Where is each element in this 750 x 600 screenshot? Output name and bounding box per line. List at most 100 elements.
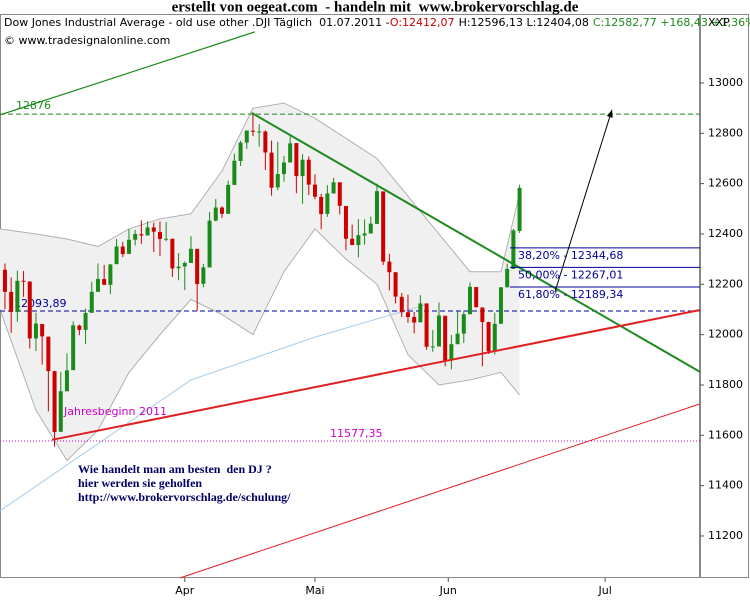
candle-body	[58, 391, 63, 432]
candle-body	[157, 231, 162, 239]
candle-body	[250, 130, 255, 132]
axis-code: XXP	[708, 16, 730, 29]
candle-body	[164, 238, 169, 240]
candle-body	[151, 227, 156, 232]
candle-body	[263, 131, 268, 153]
candle-body	[418, 303, 423, 323]
candle-body	[424, 303, 429, 347]
candle-body	[108, 264, 113, 285]
legend-name: Dow Jones Industrial Average - old use o…	[4, 16, 390, 29]
fib-label: 50,00% - 12267,01	[518, 268, 623, 281]
candle-body	[412, 317, 417, 323]
candle-body	[306, 159, 311, 185]
y-axis-frame	[700, 14, 749, 578]
candle-body	[381, 191, 386, 262]
candle-body	[139, 234, 144, 236]
candle-body	[114, 246, 119, 265]
candle-body	[325, 193, 330, 214]
candle-body	[368, 223, 373, 234]
candle-body	[71, 325, 76, 371]
candle-body	[443, 315, 448, 361]
candle-body	[337, 182, 342, 206]
candle-body	[405, 312, 410, 318]
candle-body	[467, 286, 472, 315]
candle-body	[474, 287, 479, 308]
candle-body	[300, 159, 305, 177]
candle-body	[15, 280, 20, 312]
candle-body	[498, 287, 503, 324]
candle-body	[399, 296, 404, 313]
candle-body	[46, 336, 51, 372]
candle-body	[77, 325, 82, 330]
candle-body	[312, 184, 317, 197]
level-label: 12093,89	[14, 297, 67, 310]
candle-body	[362, 233, 367, 236]
candle-body	[511, 230, 516, 269]
band-lower	[0, 228, 520, 462]
candle-body	[219, 207, 224, 214]
note-line: hier werden sie geholfen	[78, 476, 202, 490]
candle-body	[374, 191, 379, 224]
source: © www.tradesignalonline.com	[4, 34, 170, 47]
candle-body	[238, 142, 243, 161]
candle-body	[356, 235, 361, 246]
x-tick-label: Jun	[439, 584, 457, 597]
y-tick-label: 12200	[708, 277, 743, 290]
candle-body	[269, 152, 274, 188]
candle-body	[213, 207, 218, 221]
candle-body	[64, 370, 69, 392]
candle-body	[201, 267, 206, 284]
note-line: http://www.brokervorschlag.de/schulung/	[78, 490, 291, 504]
x-tick-label: Jul	[597, 584, 611, 597]
candle-body	[126, 239, 131, 254]
trend-line	[179, 403, 701, 579]
legend: Dow Jones Industrial Average - old use o…	[4, 16, 750, 29]
candle-body	[188, 248, 193, 263]
candle-body	[33, 323, 38, 339]
candle-body	[486, 322, 491, 352]
candle-body	[430, 346, 435, 348]
candle-body	[232, 160, 237, 185]
legend-open: O:12412,07	[390, 16, 455, 29]
candle-body	[517, 187, 522, 231]
candle-body	[455, 333, 460, 345]
note-line: Wie handelt man am besten den DJ ?	[78, 462, 272, 476]
arrow	[554, 109, 613, 292]
candle-body	[133, 233, 138, 240]
candle-body	[176, 266, 181, 269]
fib-label: 38,20% - 12344,68	[518, 249, 623, 262]
candle-body	[319, 196, 324, 215]
y-tick-label: 13000	[708, 76, 743, 89]
arrow-head	[606, 109, 613, 118]
candle-body	[436, 315, 441, 347]
candle-body	[27, 281, 32, 339]
candle-body	[9, 291, 14, 312]
annotation: Jahresbeginn 2011	[63, 405, 167, 418]
candle-body	[145, 227, 150, 236]
candle-body	[226, 184, 231, 214]
moving-average	[0, 303, 427, 512]
legend-hl: H:12596,13 L:12404,08	[459, 16, 589, 29]
candle-body	[21, 280, 26, 282]
candle-body	[331, 182, 336, 194]
candle-body	[461, 314, 466, 334]
candle-body	[449, 344, 454, 361]
x-tick-label: Mai	[305, 584, 324, 597]
y-tick-label: 12400	[708, 227, 743, 240]
candle-body	[505, 268, 510, 288]
y-tick-label: 12600	[708, 177, 743, 190]
candle-body	[343, 206, 348, 239]
candle-body	[83, 312, 88, 330]
candle-body	[102, 279, 107, 285]
candle-body	[393, 272, 398, 297]
trend-line	[0, 31, 256, 116]
candle-body	[294, 143, 299, 177]
level-label: 11577,35	[330, 427, 383, 440]
trend-line	[51, 308, 701, 441]
candle-body	[52, 371, 57, 433]
candle-body	[350, 238, 355, 246]
candle-body	[95, 279, 100, 292]
candle-body	[480, 307, 485, 323]
y-tick-label: 11800	[708, 378, 743, 391]
